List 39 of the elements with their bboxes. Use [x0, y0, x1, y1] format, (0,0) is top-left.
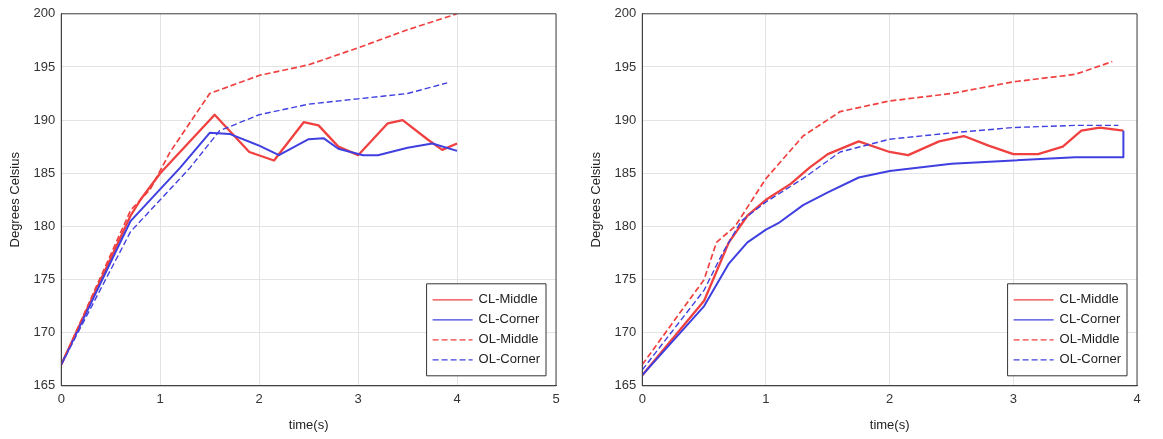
y-tick-label: 165 [33, 377, 56, 393]
x-tick-label: 0 [57, 391, 65, 407]
x-tick-label: 3 [354, 391, 362, 407]
legend-label: CL-Corner [1059, 311, 1121, 327]
x-tick-label: 3 [1009, 391, 1017, 407]
y-tick-label: 165 [614, 377, 637, 393]
y-tick-label: 170 [614, 324, 637, 340]
x-axis-title: time(s) [288, 416, 329, 432]
x-tick-label: 1 [156, 391, 164, 407]
y-tick-label: 170 [33, 324, 56, 340]
legend-label: CL-Middle [1059, 291, 1119, 307]
y-tick-label: 185 [33, 164, 56, 180]
y-tick-label: 175 [33, 271, 56, 287]
y-tick-label: 200 [614, 5, 637, 21]
legend-label: OL-Corner [1059, 351, 1122, 367]
y-tick-label: 180 [33, 217, 56, 233]
legend-label: OL-Middle [1059, 331, 1120, 347]
y-tick-label: 180 [614, 217, 637, 233]
legend-label: OL-Middle [478, 331, 539, 347]
y-tick-label: 175 [614, 271, 637, 287]
legend-label: CL-Corner [478, 311, 540, 327]
x-tick-label: 5 [552, 391, 560, 407]
legend-label: CL-Middle [478, 291, 538, 307]
y-tick-label: 190 [614, 111, 637, 127]
y-tick-label: 195 [614, 58, 637, 74]
y-axis-title: Degrees Celsius [7, 151, 23, 248]
legend-label: OL-Corner [478, 351, 541, 367]
y-tick-label: 200 [33, 5, 56, 21]
y-tick-label: 190 [33, 111, 56, 127]
x-tick-label: 4 [1133, 391, 1141, 407]
y-tick-label: 185 [614, 164, 637, 180]
x-tick-label: 2 [255, 391, 263, 407]
y-tick-label: 195 [33, 58, 56, 74]
x-tick-label: 0 [638, 391, 646, 407]
x-tick-label: 2 [886, 391, 894, 407]
x-axis-title: time(s) [869, 416, 910, 432]
x-tick-label: 1 [762, 391, 770, 407]
y-axis-title: Degrees Celsius [588, 151, 604, 248]
x-tick-label: 4 [453, 391, 461, 407]
